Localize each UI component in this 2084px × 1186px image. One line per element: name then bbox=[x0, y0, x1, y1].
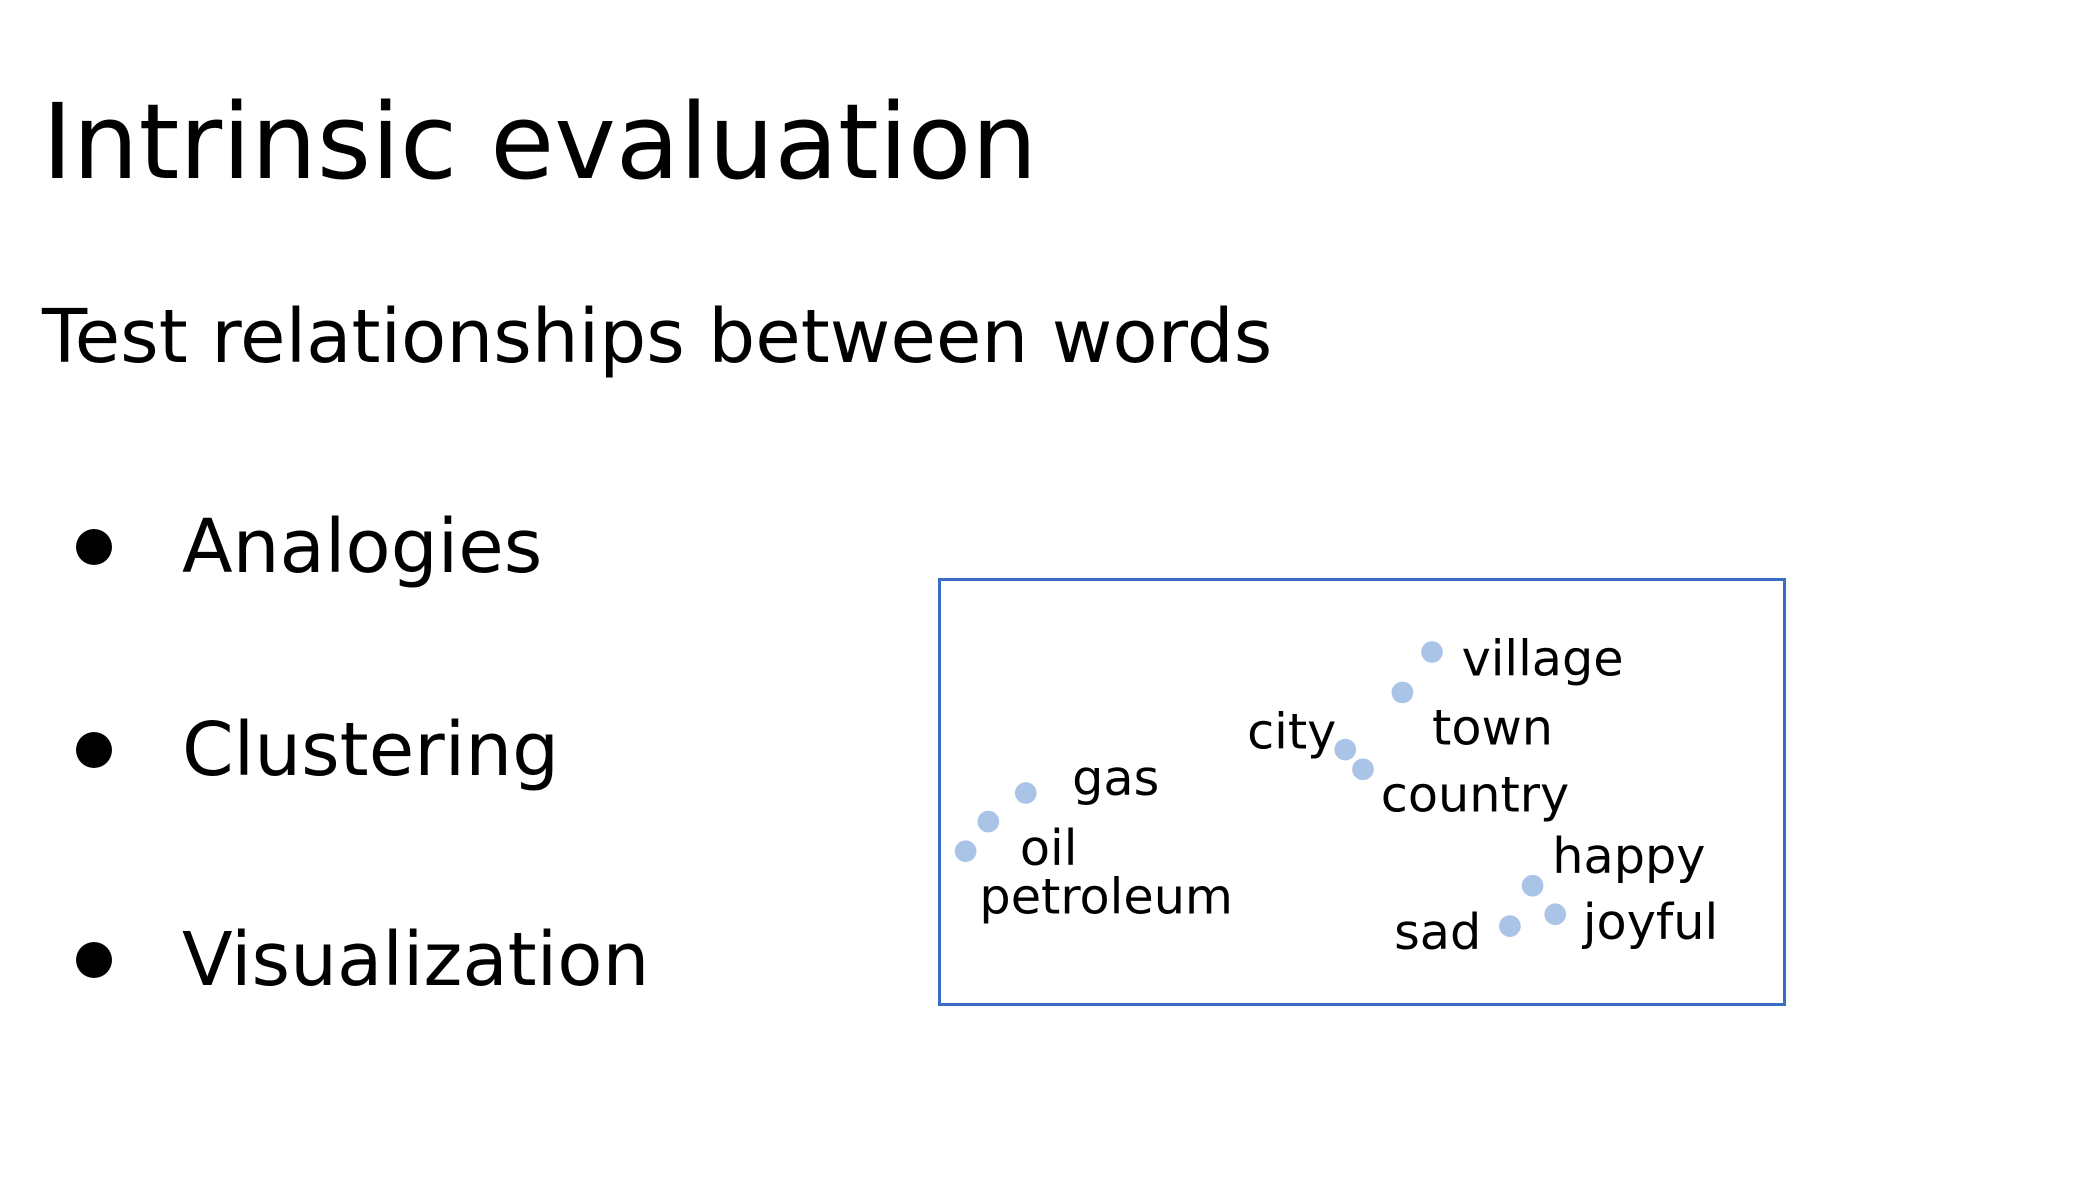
slide-subtitle: Test relationships between words bbox=[42, 294, 1273, 380]
word-label-happy: happy bbox=[1552, 827, 1705, 885]
word-point-joyful bbox=[1544, 903, 1567, 926]
bullet-label: Analogies bbox=[182, 504, 543, 590]
word-point-sad bbox=[1499, 915, 1521, 937]
slide-title: Intrinsic evaluation bbox=[42, 81, 1038, 203]
word-label-sad: sad bbox=[1394, 903, 1481, 961]
bullet-label: Visualization bbox=[182, 917, 650, 1003]
word-point-petroleum bbox=[954, 840, 977, 863]
word-label-petroleum: petroleum bbox=[979, 867, 1233, 925]
word-label-town: town bbox=[1432, 699, 1553, 757]
word-embedding-visualization: gas oil petroleum city country town village hap… bbox=[938, 578, 1786, 1006]
bullet-item-visualization: Visualization bbox=[76, 910, 649, 1010]
word-point-village bbox=[1421, 641, 1443, 663]
word-point-city bbox=[1334, 738, 1357, 761]
word-point-gas bbox=[1014, 782, 1037, 804]
word-point-town bbox=[1391, 681, 1414, 704]
word-label-oil: oil bbox=[1020, 819, 1078, 877]
bullet-icon bbox=[76, 529, 112, 565]
word-label-country: country bbox=[1381, 766, 1569, 824]
bullet-icon bbox=[76, 942, 112, 978]
word-point-country bbox=[1352, 758, 1374, 781]
bullet-label: Clustering bbox=[182, 707, 560, 793]
word-label-gas: gas bbox=[1072, 749, 1159, 807]
bullet-item-clustering: Clustering bbox=[76, 700, 559, 800]
word-label-city: city bbox=[1247, 703, 1336, 761]
bullet-icon bbox=[76, 732, 112, 768]
bullet-item-analogies: Analogies bbox=[76, 497, 542, 597]
word-label-joyful: joyful bbox=[1582, 893, 1718, 951]
word-label-village: village bbox=[1462, 630, 1624, 688]
word-point-oil bbox=[977, 810, 1000, 833]
word-point-happy bbox=[1521, 874, 1544, 897]
